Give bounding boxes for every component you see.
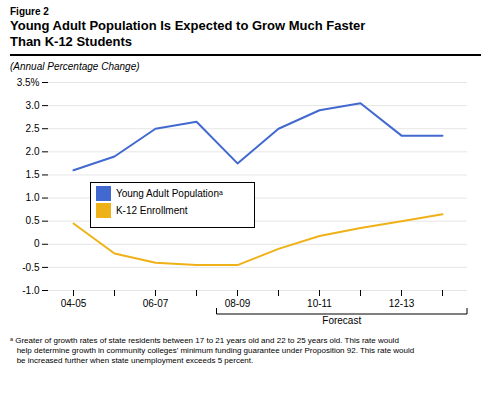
svg-text:04-05: 04-05 <box>61 298 87 309</box>
svg-text:12-13: 12-13 <box>389 298 415 309</box>
html-text:help determine growth in commu: help determine growth in community colle… <box>10 346 415 355</box>
html-text:be increased further when stat: be increased further when state unemploy… <box>10 356 254 365</box>
svg-text:10-11: 10-11 <box>307 298 332 309</box>
svg-text:2.0: 2.0 <box>26 146 40 157</box>
html-text:Young Adult Populationᵃ: Young Adult Populationᵃ <box>115 188 223 200</box>
html-text:Figure 2: Figure 2 <box>10 6 49 17</box>
html-text:ᵃ Greater of growth rates of s: ᵃ Greater of growth rates of state resid… <box>10 336 399 345</box>
svg-text:1.0: 1.0 <box>26 192 40 203</box>
svg-text:06-07: 06-07 <box>143 298 169 309</box>
svg-text:1.5: 1.5 <box>26 169 40 180</box>
svg-text:0: 0 <box>34 238 40 249</box>
html-text:Young Adult Population Is Expe: Young Adult Population Is Expected to Gr… <box>10 18 366 49</box>
svg-text:08-09: 08-09 <box>225 298 251 309</box>
svg-text:0.5: 0.5 <box>26 215 40 226</box>
svg-text:3.5%: 3.5% <box>17 77 40 88</box>
svg-text:-0.5: -0.5 <box>22 262 40 273</box>
svg-text:3.0: 3.0 <box>26 100 40 111</box>
svg-text:-1.0: -1.0 <box>22 285 40 296</box>
html-text:(Annual Percentage Change): (Annual Percentage Change) <box>10 61 140 72</box>
html-text:K-12 Enrollment: K-12 Enrollment <box>115 204 188 216</box>
svg-text:Forecast: Forecast <box>322 315 361 326</box>
svg-text:2.5: 2.5 <box>26 123 40 134</box>
